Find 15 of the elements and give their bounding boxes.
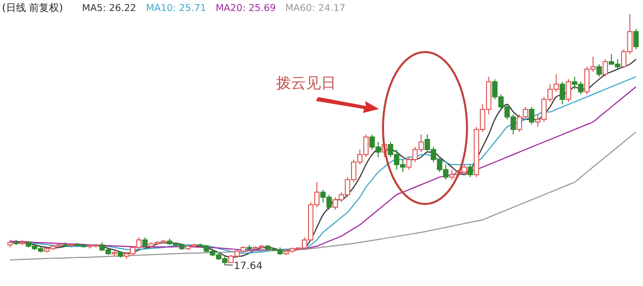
candlestick: [596, 64, 602, 78]
candlestick: [633, 28, 639, 50]
text: MA5: 26.22: [82, 3, 136, 14]
text: MA20: 25.69: [216, 3, 276, 14]
candlestick: [566, 78, 572, 102]
text: MA10: 25.71: [146, 3, 206, 14]
candlestick: [468, 164, 473, 178]
candlestick: [602, 58, 608, 78]
annotation: 17.64: [234, 261, 262, 272]
text: MA60: 24.17: [285, 3, 346, 14]
candlestick: [528, 106, 534, 125]
chart-title: (日线 前复权): [2, 2, 64, 14]
annotation: 拨云见日: [276, 74, 336, 92]
candlestick: [142, 236, 148, 248]
candlestick: [560, 81, 566, 105]
